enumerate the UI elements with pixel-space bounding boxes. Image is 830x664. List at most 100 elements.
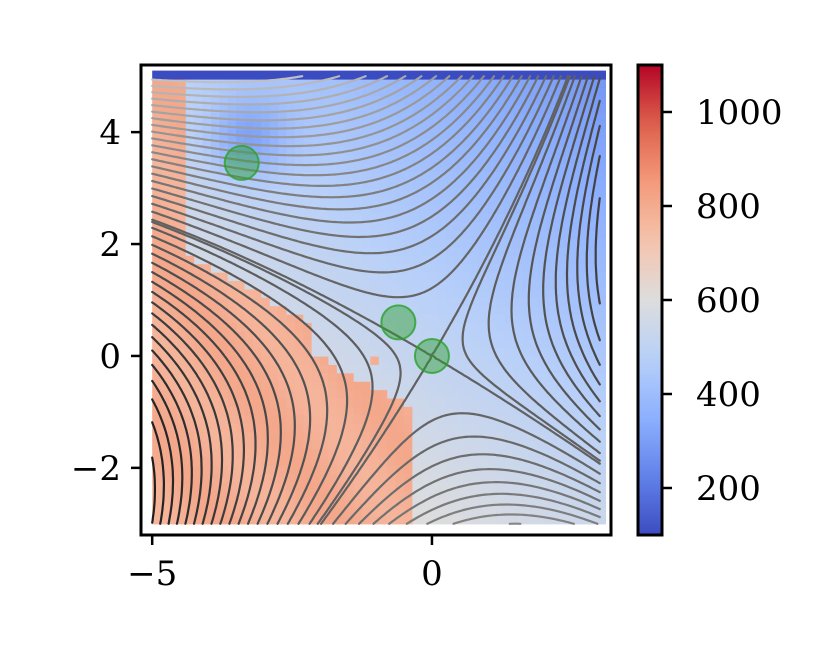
heatmap-cell <box>194 129 204 139</box>
heatmap-cell <box>160 162 170 172</box>
heatmap-cell <box>454 431 464 441</box>
heatmap-cell <box>227 221 237 231</box>
heatmap-cell <box>185 196 195 206</box>
heatmap-cell <box>370 355 380 365</box>
heatmap-cell <box>504 498 514 508</box>
heatmap-cell <box>563 507 573 517</box>
heatmap-cell <box>168 507 178 517</box>
heatmap-cell <box>597 272 606 282</box>
heatmap-cell <box>236 272 246 282</box>
heatmap-cell <box>261 204 271 214</box>
heatmap-cell <box>168 120 178 130</box>
heatmap-cell <box>546 137 556 147</box>
heatmap-cell <box>168 515 178 525</box>
heatmap-cell <box>328 70 338 80</box>
heatmap-cell <box>311 129 321 139</box>
heatmap-cell <box>370 313 380 323</box>
heatmap-cell <box>588 305 598 315</box>
heatmap-cell <box>471 347 481 357</box>
heatmap-cell <box>555 439 565 449</box>
heatmap-cell <box>252 297 262 307</box>
heatmap-cell <box>513 305 523 315</box>
heatmap-cell <box>370 104 380 114</box>
heatmap-cell <box>504 280 514 290</box>
heatmap-cell <box>487 515 497 525</box>
heatmap-cell <box>269 406 279 416</box>
heatmap-cell <box>152 498 162 508</box>
heatmap-cell <box>420 230 430 240</box>
heatmap-cell <box>219 498 229 508</box>
heatmap-cell <box>168 439 178 449</box>
heatmap-cell <box>378 70 388 80</box>
heatmap-cell <box>513 288 523 298</box>
heatmap-cell <box>395 78 405 88</box>
heatmap-cell <box>252 288 262 298</box>
contour-line <box>151 75 451 139</box>
heatmap-cell <box>563 372 573 382</box>
heatmap-cell <box>597 473 606 483</box>
heatmap-cell <box>345 414 355 424</box>
heatmap-cell <box>496 322 506 332</box>
heatmap-cell <box>580 389 590 399</box>
heatmap-cell <box>160 112 170 122</box>
heatmap-cell <box>429 255 439 265</box>
heatmap-cell <box>437 280 447 290</box>
heatmap-cell <box>177 355 187 365</box>
heatmap-cell <box>185 188 195 198</box>
heatmap-cell <box>597 179 606 189</box>
heatmap-cell <box>462 171 472 181</box>
heatmap-cell <box>286 213 296 223</box>
heatmap-cell <box>471 313 481 323</box>
heatmap-cell <box>185 473 195 483</box>
heatmap-cell <box>563 146 573 156</box>
heatmap-cell <box>177 397 187 407</box>
heatmap-cell <box>261 95 271 105</box>
heatmap-cell <box>387 95 397 105</box>
heatmap-cell <box>185 313 195 323</box>
heatmap-cell <box>328 171 338 181</box>
heatmap-cell <box>286 238 296 248</box>
heatmap-cell <box>152 414 162 424</box>
heatmap-cell <box>294 339 304 349</box>
heatmap-cell <box>362 112 371 122</box>
heatmap-cell <box>168 196 178 206</box>
heatmap-cell <box>454 347 464 357</box>
heatmap-cell <box>445 213 455 223</box>
heatmap-cell <box>462 213 472 223</box>
heatmap-cell <box>219 423 229 433</box>
heatmap-cell <box>487 372 497 382</box>
heatmap-cell <box>429 213 439 223</box>
heatmap-cell <box>445 515 455 525</box>
heatmap-cell <box>555 221 565 231</box>
heatmap-cell <box>529 448 539 458</box>
heatmap-cell <box>546 87 556 97</box>
heatmap-cell <box>504 146 514 156</box>
heatmap-cell <box>177 448 187 458</box>
heatmap-cell <box>362 406 371 416</box>
heatmap-cell <box>496 238 506 248</box>
heatmap-cell <box>420 95 430 105</box>
heatmap-cell <box>353 129 363 139</box>
heatmap-cell <box>252 255 262 265</box>
heatmap-cell <box>513 372 523 382</box>
heatmap-cell <box>403 146 413 156</box>
heatmap-cell <box>471 381 481 391</box>
heatmap-cell <box>437 347 447 357</box>
heatmap-cell <box>278 238 288 248</box>
heatmap-cell <box>588 330 598 340</box>
heatmap-cell <box>546 389 556 399</box>
heatmap-cell <box>437 397 447 407</box>
heatmap-cell <box>504 230 514 240</box>
heatmap-cell <box>403 498 413 508</box>
y-tick-label: −2 <box>71 449 121 489</box>
heatmap-cell <box>227 313 237 323</box>
heatmap-cell <box>513 246 523 256</box>
heatmap-cell <box>269 498 279 508</box>
heatmap-cell <box>487 221 497 231</box>
heatmap-cell <box>597 297 606 307</box>
heatmap-cell <box>244 104 254 114</box>
heatmap-cell <box>252 171 262 181</box>
heatmap-cell <box>320 78 330 88</box>
heatmap-cell <box>571 297 581 307</box>
heatmap-cell <box>555 330 565 340</box>
